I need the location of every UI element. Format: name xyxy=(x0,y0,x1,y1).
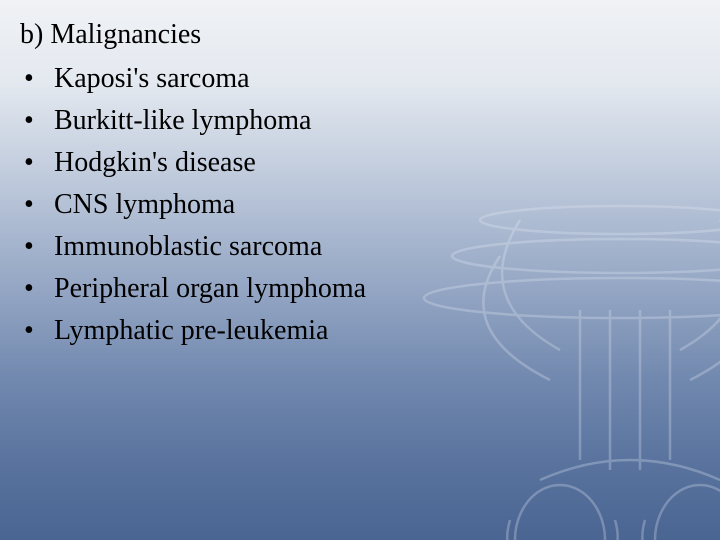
list-item-text: Lymphatic pre-leukemia xyxy=(54,310,700,352)
bullet-icon: • xyxy=(20,226,54,268)
list-item: • CNS lymphoma xyxy=(20,184,700,226)
bullet-icon: • xyxy=(20,100,54,142)
bullet-icon: • xyxy=(20,58,54,100)
list-item-text: Peripheral organ lymphoma xyxy=(54,268,700,310)
bullet-icon: • xyxy=(20,142,54,184)
list-item: • Lymphatic pre-leukemia xyxy=(20,310,700,352)
bullet-icon: • xyxy=(20,184,54,226)
list-item: • Burkitt-like lymphoma xyxy=(20,100,700,142)
slide-heading: b) Malignancies xyxy=(20,14,700,56)
list-item-text: Burkitt-like lymphoma xyxy=(54,100,700,142)
slide-content: b) Malignancies • Kaposi's sarcoma • Bur… xyxy=(0,0,720,366)
list-item: • Peripheral organ lymphoma xyxy=(20,268,700,310)
list-item: • Hodgkin's disease xyxy=(20,142,700,184)
list-item-text: Immunoblastic sarcoma xyxy=(54,226,700,268)
list-item-text: CNS lymphoma xyxy=(54,184,700,226)
bullet-list: • Kaposi's sarcoma • Burkitt-like lympho… xyxy=(20,58,700,352)
list-item: • Kaposi's sarcoma xyxy=(20,58,700,100)
bullet-icon: • xyxy=(20,310,54,352)
bullet-icon: • xyxy=(20,268,54,310)
list-item: • Immunoblastic sarcoma xyxy=(20,226,700,268)
list-item-text: Kaposi's sarcoma xyxy=(54,58,700,100)
list-item-text: Hodgkin's disease xyxy=(54,142,700,184)
